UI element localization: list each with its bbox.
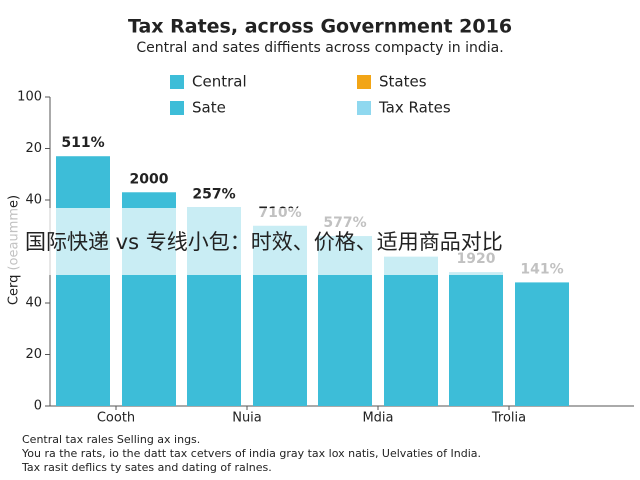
y-tick-label: 100	[17, 90, 42, 105]
footnote: Tax rasit deflics ty sates and dating of…	[21, 461, 272, 474]
legend-swatch	[357, 101, 371, 115]
y-tick-label: 0	[34, 399, 42, 414]
bar-label: 2000	[130, 171, 169, 187]
legend-swatch	[170, 101, 184, 115]
bar-label: 257%	[192, 187, 235, 203]
bar	[384, 256, 438, 406]
chart-title: Tax Rates, across Government 2016	[128, 16, 512, 38]
legend-label: Tax Rates	[378, 99, 451, 117]
x-tick-label: Mdia	[362, 411, 393, 426]
legend-label: Sate	[192, 99, 226, 117]
footnote: You ra the rats, io the datt tax cetvers…	[21, 447, 481, 460]
legend-swatch	[357, 75, 371, 89]
x-tick-label: Nuia	[232, 411, 262, 426]
chart-subtitle: Central and sates diffients across compa…	[136, 40, 503, 56]
overlay-banner-bg	[0, 208, 640, 275]
x-tick-label: Trolia	[491, 411, 526, 426]
x-tick-label: Cooth	[97, 411, 135, 426]
y-tick-label: 20	[25, 141, 42, 156]
y-tick-label: 40	[25, 296, 42, 311]
footnote: Central tax rales Selling ax ings.	[22, 433, 200, 446]
y-tick-label: 20	[25, 347, 42, 362]
bar	[515, 282, 569, 406]
legend-swatch	[170, 75, 184, 89]
legend-label: States	[379, 73, 427, 91]
bar-label: 511%	[61, 135, 104, 151]
bar	[449, 272, 503, 406]
overlay-banner: 国际快递 vs 专线小包：时效、价格、适用商品对比	[25, 230, 503, 254]
y-tick-label: 40	[25, 193, 42, 208]
legend-label: Central	[192, 73, 247, 91]
bar	[56, 156, 110, 406]
